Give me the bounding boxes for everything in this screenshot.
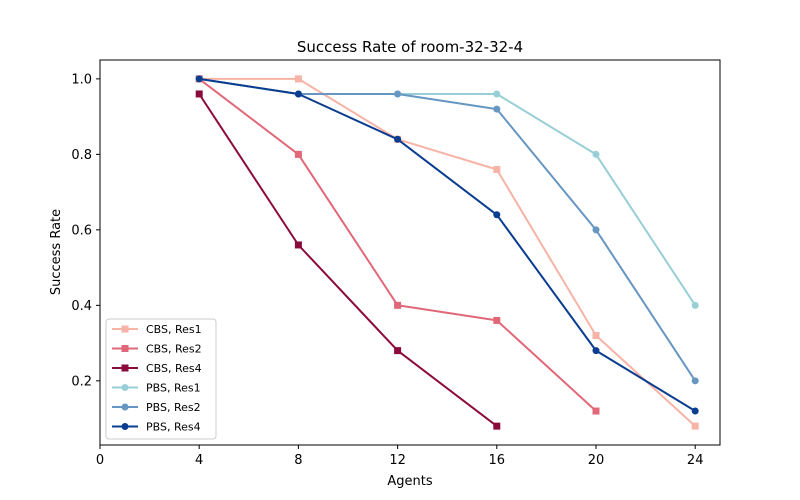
series-line — [199, 77, 697, 306]
legend-label: PBS, Res2 — [146, 401, 201, 414]
data-point — [691, 407, 699, 415]
data-point — [294, 241, 302, 249]
data-point — [592, 332, 600, 340]
x-tick-label: 4 — [195, 453, 203, 468]
legend-marker — [121, 423, 129, 430]
legend: CBS, Res1 CBS, Res2 CBS, Res4 PBS, Res1 PBS,… — [105, 318, 217, 440]
data-point — [592, 226, 600, 234]
legend-item: CBS, Res1 — [112, 323, 202, 336]
series-0 — [195, 75, 699, 430]
legend-label: PBS, Res1 — [146, 382, 201, 395]
y-axis-ticks: 0.2 0.4 0.6 0.8 1.0 — [71, 72, 100, 389]
data-point — [493, 211, 501, 219]
legend-item: PBS, Res4 — [112, 421, 201, 434]
data-point — [394, 90, 402, 98]
x-tick-label: 16 — [489, 453, 506, 468]
y-tick-label: 0.8 — [71, 148, 92, 163]
series-line — [198, 93, 498, 427]
y-tick-label: 0.4 — [71, 299, 92, 314]
x-tick-label: 8 — [294, 453, 302, 468]
x-axis-ticks: 0 4 8 12 16 20 24 — [96, 445, 704, 468]
data-point — [394, 347, 402, 355]
data-point — [592, 150, 600, 158]
series-4 — [195, 75, 699, 385]
data-point — [394, 135, 402, 143]
x-tick-label: 12 — [389, 453, 406, 468]
legend-item: PBS, Res2 — [112, 401, 201, 414]
series-line — [199, 77, 696, 412]
series-1 — [195, 75, 600, 415]
y-tick-label: 0.2 — [71, 374, 92, 389]
legend-marker — [121, 325, 129, 333]
data-point — [493, 316, 501, 324]
data-point — [592, 347, 600, 355]
legend-marker — [121, 345, 129, 352]
data-point — [493, 422, 501, 430]
legend-label: CBS, Res4 — [146, 362, 202, 375]
data-point — [493, 105, 501, 113]
series-3 — [195, 75, 699, 309]
data-point — [691, 301, 699, 309]
legend-item: CBS, Res2 — [112, 343, 202, 356]
y-tick-label: 0.6 — [71, 223, 92, 238]
data-point — [195, 75, 203, 83]
series-line — [198, 78, 597, 412]
plot-frame — [99, 59, 721, 446]
data-point — [691, 422, 699, 430]
series-line — [199, 77, 696, 427]
data-point — [493, 90, 501, 98]
legend-item: CBS, Res4 — [112, 362, 202, 375]
series-2 — [195, 90, 501, 430]
data-point — [294, 90, 302, 98]
series-5 — [195, 75, 699, 415]
x-tick-label: 0 — [96, 453, 104, 468]
legend-label: CBS, Res2 — [146, 343, 202, 356]
x-tick-label: 20 — [588, 453, 605, 468]
y-tick-label: 1.0 — [71, 72, 92, 87]
data-point — [691, 377, 699, 385]
legend-label: CBS, Res1 — [146, 323, 202, 336]
plot-area — [195, 75, 699, 430]
x-tick-label: 24 — [687, 453, 704, 468]
legend-marker — [121, 364, 129, 372]
data-point — [592, 407, 600, 415]
data-point — [294, 150, 302, 158]
data-point — [493, 165, 501, 173]
legend-label: PBS, Res4 — [146, 421, 201, 434]
y-axis-label: Success Rate — [49, 209, 64, 295]
x-axis-label: Agents — [387, 474, 432, 489]
legend-marker — [121, 403, 129, 411]
data-point — [394, 301, 402, 309]
data-point — [195, 90, 203, 98]
chart-title: Success Rate of room-32-32-4 — [297, 38, 523, 56]
legend-marker — [121, 384, 129, 391]
legend-item: PBS, Res1 — [112, 382, 201, 395]
data-point — [294, 75, 302, 83]
series-line — [199, 77, 697, 382]
